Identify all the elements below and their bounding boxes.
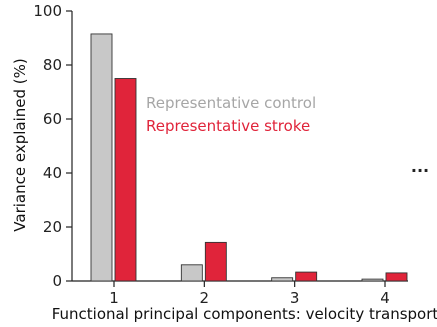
legend-entry-stroke: Representative stroke <box>146 117 310 135</box>
x-tick-label: 1 <box>109 289 119 307</box>
y-axis: 0 20 40 60 80 100 <box>33 2 73 290</box>
bar-control-pc2 <box>180 264 203 282</box>
bars <box>90 33 408 282</box>
y-tick-label: 80 <box>43 56 62 74</box>
bar-stroke-pc1 <box>114 78 137 282</box>
ellipsis-annotation: ... <box>411 157 429 176</box>
bar-control-pc1 <box>90 33 113 282</box>
x-tick-label: 3 <box>290 289 300 307</box>
x-tick-label: 4 <box>380 289 390 307</box>
y-tick-label: 0 <box>52 272 62 290</box>
y-tick-label: 40 <box>43 164 62 182</box>
y-axis-title: Variance explained (%) <box>11 58 29 231</box>
bar-stroke-pc4 <box>385 272 408 282</box>
bar-control-pc3 <box>271 277 294 282</box>
x-axis: 1 2 3 4 <box>72 280 408 307</box>
legend-entry-control: Representative control <box>146 94 316 112</box>
y-tick-label: 20 <box>43 218 62 236</box>
y-tick-label: 100 <box>33 2 62 20</box>
bar-stroke-pc2 <box>204 241 227 282</box>
y-tick-label: 60 <box>43 110 62 128</box>
x-tick-label: 2 <box>200 289 210 307</box>
x-axis-title: Functional principal components: velocit… <box>52 305 437 323</box>
bar-stroke-pc3 <box>295 271 318 282</box>
bar-control-pc4 <box>361 278 384 282</box>
